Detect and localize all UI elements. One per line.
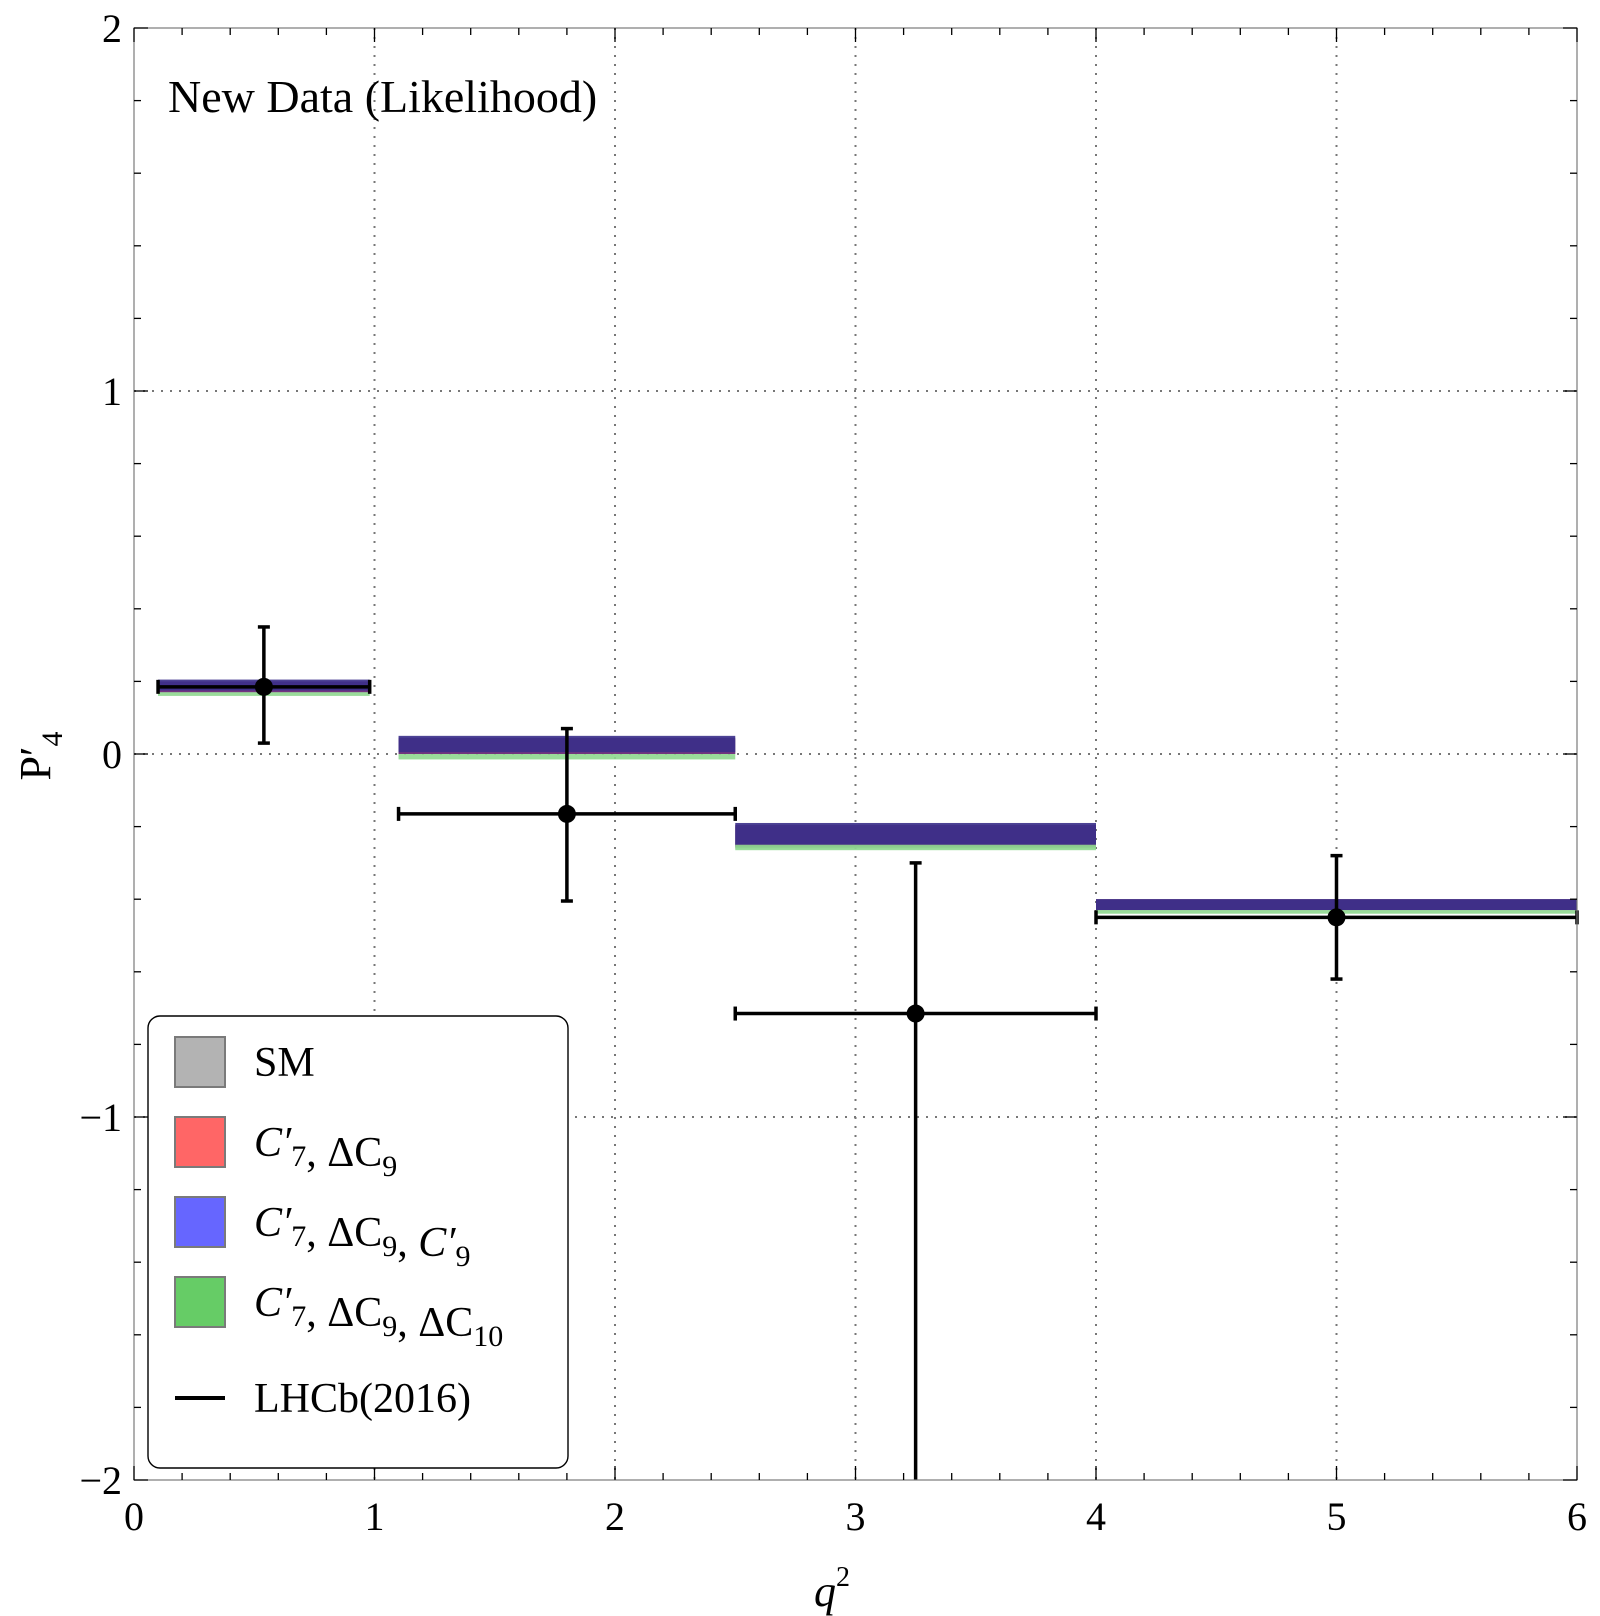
- y-tick-label: −1: [79, 1095, 122, 1140]
- x-axis-title: q2: [814, 1562, 850, 1616]
- data-marker: [557, 804, 576, 823]
- series-C7', ΔC9, ΔC10: [158, 692, 1577, 914]
- axis-ticks: 0 1 2 3 4 5 6 −2 −1 0 1 2: [79, 6, 1587, 1539]
- x-tick-label: 1: [365, 1494, 385, 1539]
- data-point: [733, 861, 1098, 1480]
- series-SM: [158, 685, 1577, 911]
- legend-swatch: [174, 1036, 226, 1088]
- x-tick-label: 0: [124, 1494, 144, 1539]
- y-tick-label: 0: [102, 732, 122, 777]
- legend-label: SM: [254, 1040, 315, 1086]
- data-point: [396, 726, 737, 903]
- data-point: [156, 625, 372, 745]
- data-point: [1094, 853, 1579, 981]
- x-tick-label: 4: [1086, 1494, 1106, 1539]
- legend-item-green: C′7, ΔC9, ΔC10: [174, 1276, 503, 1353]
- legend-item-blue: C′7, ΔC9, C′9: [174, 1196, 470, 1273]
- series-C7', ΔC9, C9': [158, 679, 1577, 911]
- x-tick-label: 6: [1567, 1494, 1587, 1539]
- data-marker: [906, 1004, 925, 1023]
- legend: SM C′7, ΔC9 C′7, ΔC9, C′9C′7, ΔC9, ΔC10 LHC…: [147, 1015, 569, 1469]
- legend-item-sm: SM: [174, 1036, 315, 1088]
- series-C7', ΔC9: [158, 681, 1577, 911]
- prediction-band: [735, 822, 1096, 845]
- legend-label: LHCb(2016): [254, 1376, 471, 1422]
- data-marker: [254, 677, 273, 696]
- legend-label: C′7, ΔC9, ΔC10: [254, 1280, 503, 1353]
- legend-label: C′7, ΔC9, C′9: [254, 1200, 470, 1273]
- legend-swatch: [174, 1116, 226, 1168]
- data-marker: [1327, 908, 1346, 927]
- legend-swatch: [174, 1276, 226, 1328]
- legend-swatch: [174, 1196, 226, 1248]
- annotation-label: New Data (Likelihood): [168, 71, 597, 122]
- y-tick-label: 2: [102, 6, 122, 51]
- x-tick-label: 3: [846, 1494, 866, 1539]
- prediction-bands: [158, 679, 1577, 914]
- legend-item-lhcb: LHCb(2016): [175, 1376, 471, 1422]
- y-tick-label: −2: [79, 1458, 122, 1503]
- legend-label: C′7, ΔC9: [254, 1120, 397, 1183]
- prediction-band: [735, 844, 1096, 851]
- legend-item-red: C′7, ΔC9: [174, 1116, 397, 1183]
- grid: [134, 28, 1577, 1480]
- lhcb-data-points: [156, 625, 1579, 1480]
- x-tick-label: 2: [605, 1494, 625, 1539]
- x-tick-label: 5: [1327, 1494, 1347, 1539]
- legend-box: [147, 1015, 569, 1469]
- y-axis-title: P′4: [11, 731, 69, 780]
- y-tick-label: 1: [102, 369, 122, 414]
